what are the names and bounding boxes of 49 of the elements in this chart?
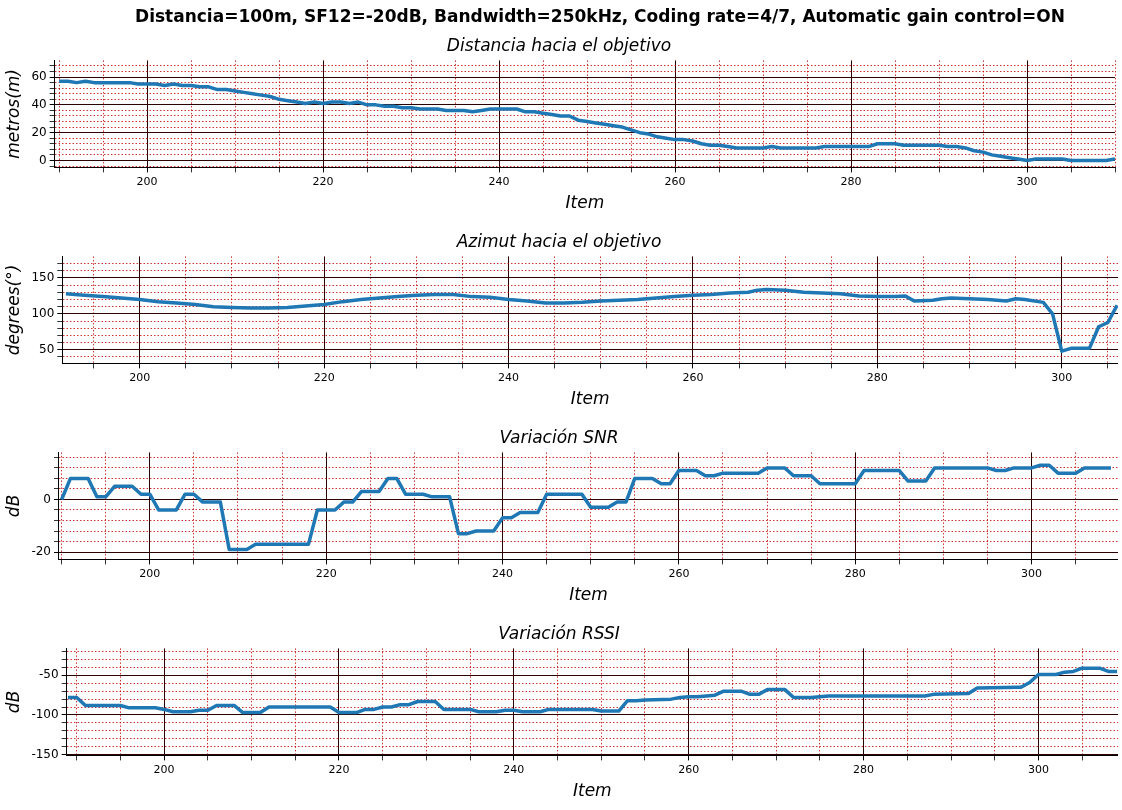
chart-title: Variación RSSI	[498, 622, 620, 643]
x-tick-label: 260	[668, 566, 690, 580]
y-tick-label: 150	[31, 270, 55, 285]
x-tick-label: 260	[678, 762, 700, 776]
x-axis-title: Item	[570, 388, 610, 409]
y-tick-label: 40	[31, 96, 47, 111]
x-tick-label: 300	[1051, 370, 1073, 384]
x-axis-title: Item	[572, 780, 612, 801]
x-tick-label: 280	[844, 566, 866, 580]
x-tick-label: 300	[1016, 174, 1038, 188]
chart-subtitle: Distancia hacia el objetivo	[446, 34, 672, 55]
x-tick-label: 200	[136, 174, 158, 188]
y-axis-title: dB	[2, 690, 23, 714]
x-tick-label: 280	[840, 174, 862, 188]
y-tick-label: -20	[31, 544, 51, 559]
y-tick-label: 60	[31, 69, 47, 84]
x-tick-label: 200	[153, 762, 175, 776]
x-axis-title: Item	[565, 192, 605, 213]
x-tick-label: 300	[1021, 566, 1043, 580]
y-tick-label: -150	[31, 746, 59, 761]
x-tick-label: 200	[139, 566, 161, 580]
x-tick-label: 220	[328, 762, 350, 776]
y-axis-title: metros(m)	[2, 69, 23, 159]
y-tick-label: 20	[31, 124, 47, 139]
chart-title: Azimut hacia el objetivo	[455, 230, 662, 251]
x-tick-label: 280	[853, 762, 875, 776]
x-tick-label: 300	[1027, 762, 1049, 776]
y-tick-label: -100	[31, 707, 59, 722]
x-tick-label: 240	[498, 370, 520, 384]
x-tick-label: 220	[315, 566, 337, 580]
y-tick-label: 0	[39, 152, 47, 167]
x-tick-label: 280	[866, 370, 888, 384]
chart-title: Variación SNR	[499, 426, 619, 447]
x-tick-label: 240	[503, 762, 525, 776]
chart-title: Distancia=100m, SF12=-20dB, Bandwidth=250kHz, Coding rate=4/7, Automatic gain control=ON	[134, 6, 1066, 26]
x-tick-label: 260	[682, 370, 704, 384]
y-axis-title: degrees(°)	[2, 264, 23, 356]
x-tick-label: 260	[664, 174, 686, 188]
x-tick-label: 200	[129, 370, 151, 384]
y-tick-label: -50	[39, 667, 59, 682]
x-axis-title: Item	[569, 584, 608, 605]
y-tick-label: 100	[31, 305, 55, 320]
y-axis-title: dB	[2, 494, 23, 518]
x-tick-label: 220	[312, 174, 334, 188]
y-tick-label: 0	[43, 491, 51, 506]
y-tick-label: 50	[39, 341, 55, 356]
x-tick-label: 240	[492, 566, 514, 580]
x-tick-label: 240	[488, 174, 510, 188]
x-tick-label: 220	[313, 370, 335, 384]
